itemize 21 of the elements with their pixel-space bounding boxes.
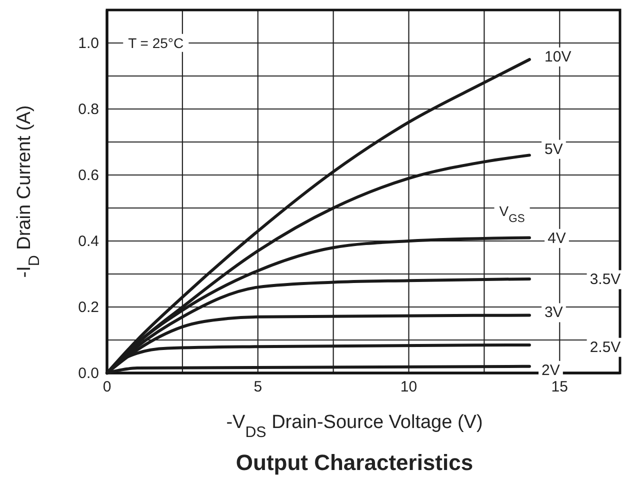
y-tick-label: 1.0 (78, 34, 99, 52)
annotation: T = 25°C (128, 34, 184, 51)
series-label: 5V (544, 140, 563, 158)
x-tick-label: 5 (254, 378, 262, 396)
text: 2.5V (590, 338, 621, 356)
series-label: 3V (544, 304, 563, 322)
y-tick-label: 0.2 (78, 298, 99, 316)
series-label: 2V (542, 362, 560, 379)
y-tick-label: 0.0 (78, 364, 99, 382)
text: 3.5V (590, 271, 621, 288)
x-axis-title: -V$_{DS}$ Drain-Source Voltage (V) (226, 412, 483, 440)
annotation: V$_{GS}$ (499, 203, 525, 226)
series-label: 10V (544, 48, 572, 66)
x-tick-label: 10 (400, 378, 418, 396)
y-tick-label: 0.8 (78, 100, 99, 118)
x-tick-label: 0 (102, 378, 112, 396)
y-tick-label: 0.4 (78, 232, 99, 250)
text: Output Characteristics (236, 450, 474, 475)
x-tick-label: 15 (551, 378, 568, 396)
series-label: 4V (548, 230, 566, 247)
y-tick-label: 0.6 (78, 166, 99, 184)
